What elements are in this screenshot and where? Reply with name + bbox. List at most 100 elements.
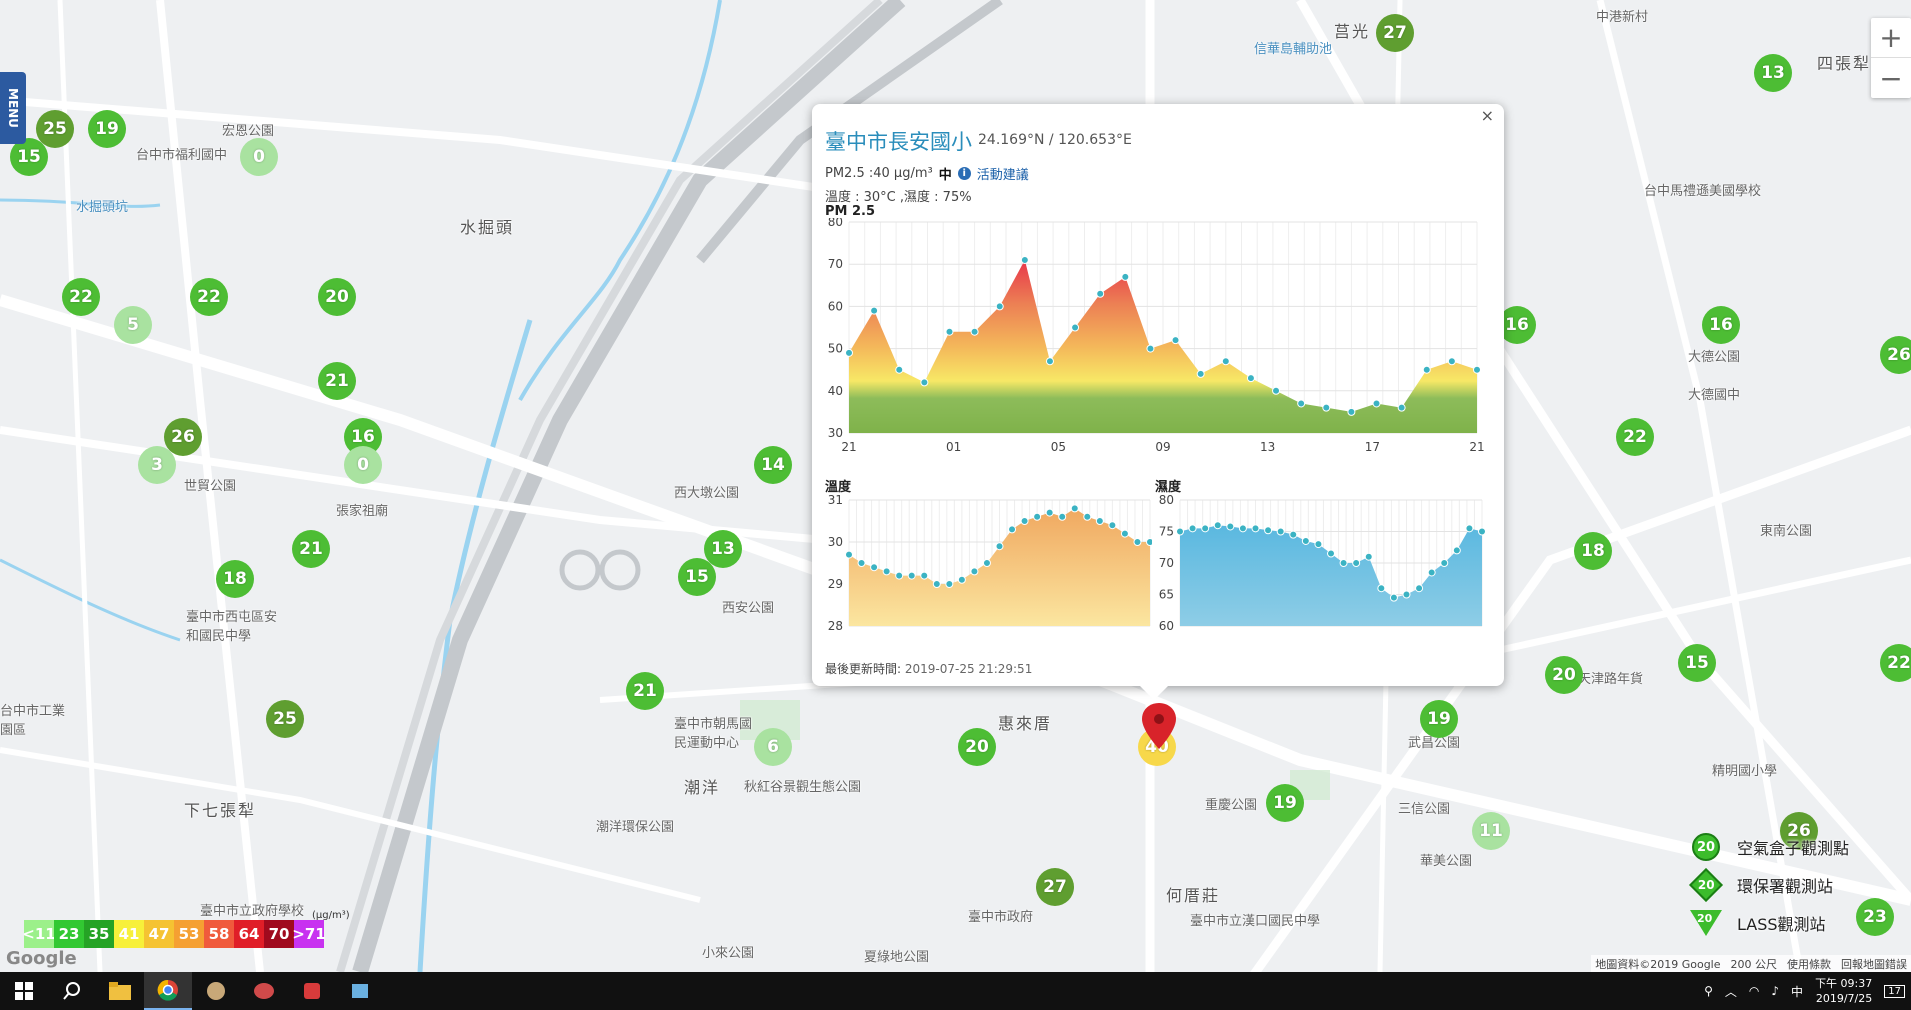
data-point[interactable] bbox=[995, 302, 1004, 311]
station-marker[interactable]: 22 bbox=[1616, 418, 1654, 456]
file-explorer-icon[interactable] bbox=[96, 972, 144, 1010]
station-marker[interactable]: 15 bbox=[1678, 644, 1716, 682]
station-marker[interactable]: 26 bbox=[1880, 336, 1911, 374]
activity-advice-link[interactable]: 活動建議 bbox=[976, 168, 1029, 183]
station-marker[interactable]: 27 bbox=[1376, 14, 1414, 52]
station-marker[interactable]: 14 bbox=[754, 446, 792, 484]
data-point[interactable] bbox=[1372, 399, 1381, 408]
data-point[interactable] bbox=[1422, 365, 1431, 374]
data-point[interactable] bbox=[1146, 538, 1153, 546]
data-point[interactable] bbox=[982, 559, 991, 567]
data-point[interactable] bbox=[1033, 512, 1042, 521]
station-marker[interactable]: 3 bbox=[138, 446, 176, 484]
station-marker[interactable]: 27 bbox=[1036, 868, 1074, 906]
data-point[interactable] bbox=[1058, 512, 1067, 521]
station-marker[interactable]: 23 bbox=[1856, 898, 1894, 936]
data-point[interactable] bbox=[932, 580, 941, 588]
data-point[interactable] bbox=[1096, 289, 1105, 298]
data-point[interactable] bbox=[1095, 517, 1104, 525]
data-point[interactable] bbox=[1070, 504, 1079, 513]
data-point[interactable] bbox=[1213, 521, 1222, 530]
data-point[interactable] bbox=[1108, 521, 1117, 530]
app-icon[interactable] bbox=[288, 972, 336, 1010]
data-point[interactable] bbox=[1289, 530, 1298, 539]
data-point[interactable] bbox=[1301, 536, 1310, 545]
station-marker[interactable]: 21 bbox=[626, 672, 664, 710]
data-point[interactable] bbox=[895, 365, 904, 374]
station-marker[interactable]: 15 bbox=[678, 558, 716, 596]
data-point[interactable] bbox=[1251, 524, 1260, 533]
data-point[interactable] bbox=[870, 563, 879, 572]
data-point[interactable] bbox=[1347, 407, 1356, 416]
data-point[interactable] bbox=[945, 580, 954, 588]
data-point[interactable] bbox=[1272, 386, 1281, 395]
data-point[interactable] bbox=[870, 306, 879, 315]
data-point[interactable] bbox=[1045, 357, 1054, 366]
data-point[interactable] bbox=[1447, 357, 1456, 366]
station-marker[interactable]: 13 bbox=[704, 530, 742, 568]
data-point[interactable] bbox=[1327, 549, 1335, 558]
station-marker[interactable]: 22 bbox=[1880, 644, 1911, 682]
data-point[interactable] bbox=[1339, 559, 1348, 567]
station-marker[interactable]: 20 bbox=[958, 728, 996, 766]
data-point[interactable] bbox=[920, 571, 929, 580]
data-point[interactable] bbox=[1176, 527, 1184, 536]
data-point[interactable] bbox=[995, 542, 1004, 551]
data-point[interactable] bbox=[1465, 524, 1474, 533]
chrome-icon[interactable] bbox=[144, 972, 192, 1010]
station-marker[interactable]: 22 bbox=[62, 278, 100, 316]
data-point[interactable] bbox=[1297, 399, 1306, 408]
zoom-in-button[interactable]: + bbox=[1871, 18, 1911, 58]
data-point[interactable] bbox=[845, 550, 853, 559]
station-marker[interactable]: 21 bbox=[292, 530, 330, 568]
legend-airbox[interactable]: 20 空氣盒子觀測點 bbox=[1689, 828, 1911, 866]
station-marker[interactable]: 19 bbox=[1420, 700, 1458, 738]
report-error-link[interactable]: 回報地圖錯誤 bbox=[1841, 958, 1907, 971]
station-marker[interactable]: 5 bbox=[114, 306, 152, 344]
station-marker[interactable]: 18 bbox=[216, 560, 254, 598]
data-point[interactable] bbox=[1196, 369, 1205, 378]
data-point[interactable] bbox=[1322, 403, 1331, 412]
station-marker[interactable]: 19 bbox=[1266, 784, 1304, 822]
data-point[interactable] bbox=[1246, 374, 1255, 383]
map-canvas[interactable]: 中港新村 莒光 水掘頭 惠來厝 潮洋 下七張犁 何厝莊 四張犁 宏恩公園 台中市… bbox=[0, 0, 1911, 972]
data-point[interactable] bbox=[1478, 527, 1486, 536]
data-point[interactable] bbox=[1045, 508, 1054, 517]
station-marker[interactable]: 20 bbox=[1545, 656, 1583, 694]
data-point[interactable] bbox=[1221, 357, 1230, 366]
station-marker[interactable]: 0 bbox=[344, 446, 382, 484]
data-point[interactable] bbox=[945, 327, 954, 336]
data-point[interactable] bbox=[970, 327, 979, 336]
data-point[interactable] bbox=[882, 567, 891, 576]
windows-start-icon[interactable] bbox=[0, 972, 48, 1010]
station-marker[interactable]: 20 bbox=[318, 278, 356, 316]
station-marker[interactable]: 15 bbox=[10, 138, 48, 176]
data-point[interactable] bbox=[1226, 522, 1235, 531]
data-point[interactable] bbox=[1008, 525, 1017, 534]
chevron-up-icon[interactable]: ︿ bbox=[1724, 984, 1737, 999]
data-point[interactable] bbox=[1121, 272, 1130, 281]
data-point[interactable] bbox=[1352, 559, 1361, 567]
station-marker[interactable]: 0 bbox=[240, 138, 278, 176]
zoom-out-button[interactable]: − bbox=[1879, 61, 1903, 95]
station-marker[interactable]: 13 bbox=[1754, 54, 1792, 92]
data-point[interactable] bbox=[1201, 524, 1210, 533]
data-point[interactable] bbox=[1473, 365, 1481, 374]
data-point[interactable] bbox=[1452, 546, 1461, 555]
data-point[interactable] bbox=[1238, 524, 1247, 533]
data-point[interactable] bbox=[1364, 552, 1373, 561]
station-marker[interactable]: 16 bbox=[1498, 306, 1536, 344]
station-marker[interactable]: 21 bbox=[318, 362, 356, 400]
data-point[interactable] bbox=[1133, 538, 1142, 546]
data-point[interactable] bbox=[1171, 336, 1180, 345]
station-marker[interactable]: 6 bbox=[754, 728, 792, 766]
ime-indicator[interactable]: 中 bbox=[1791, 984, 1804, 999]
app-icon[interactable] bbox=[240, 972, 288, 1010]
data-point[interactable] bbox=[970, 567, 979, 576]
clock[interactable]: 下午 09:37 2019/7/25 bbox=[1815, 976, 1872, 1006]
data-point[interactable] bbox=[1264, 526, 1273, 535]
data-point[interactable] bbox=[1397, 403, 1406, 412]
notification-icon[interactable]: 17 bbox=[1884, 984, 1905, 998]
station-marker[interactable]: 16 bbox=[1702, 306, 1740, 344]
data-point[interactable] bbox=[1083, 512, 1092, 521]
